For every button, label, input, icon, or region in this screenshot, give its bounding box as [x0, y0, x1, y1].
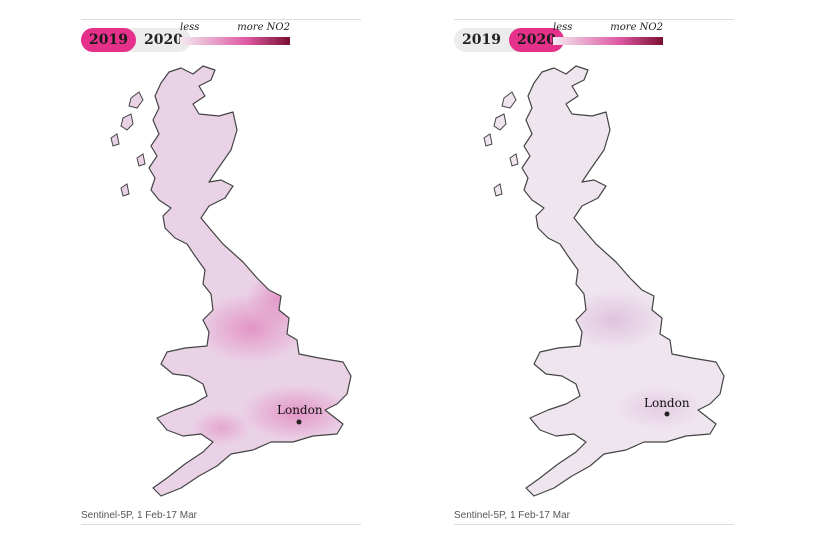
year-toggle: 2019 2020: [81, 28, 191, 52]
source-caption: Sentinel-5P, 1 Feb-17 Mar: [454, 510, 570, 521]
bottom-divider: [454, 524, 734, 525]
legend-color-scale: [180, 37, 290, 45]
year-2019-button[interactable]: 2019: [81, 28, 136, 52]
islands: [483, 91, 519, 197]
gb-no2-map-2020: London: [483, 65, 725, 497]
map-panel-2020: 2019 2020 less more NO2 London Sentinel-…: [448, 0, 748, 540]
year-toggle: 2019 2020: [454, 28, 564, 52]
year-2020-button[interactable]: 2020: [143, 32, 183, 48]
islands: [110, 91, 146, 197]
bottom-divider: [81, 524, 361, 525]
gb-no2-map-2019: London: [110, 65, 352, 497]
top-divider: [81, 19, 361, 20]
year-2019-button[interactable]: 2019: [462, 32, 501, 48]
london-label: London: [644, 396, 690, 410]
legend-less-label: less: [553, 22, 573, 33]
legend-more-label: more NO2: [610, 22, 663, 33]
legend-more-label: more NO2: [237, 22, 290, 33]
map-panel-2019: 2019 2020 less more NO2 London Sentinel-…: [75, 0, 375, 540]
top-divider: [454, 19, 734, 20]
london-label: London: [277, 403, 323, 417]
source-caption: Sentinel-5P, 1 Feb-17 Mar: [81, 510, 197, 521]
no2-hotspots: [564, 290, 704, 430]
legend-color-scale: [553, 37, 663, 45]
london-marker: [296, 419, 302, 425]
london-marker: [664, 411, 670, 417]
legend-less-label: less: [180, 22, 200, 33]
